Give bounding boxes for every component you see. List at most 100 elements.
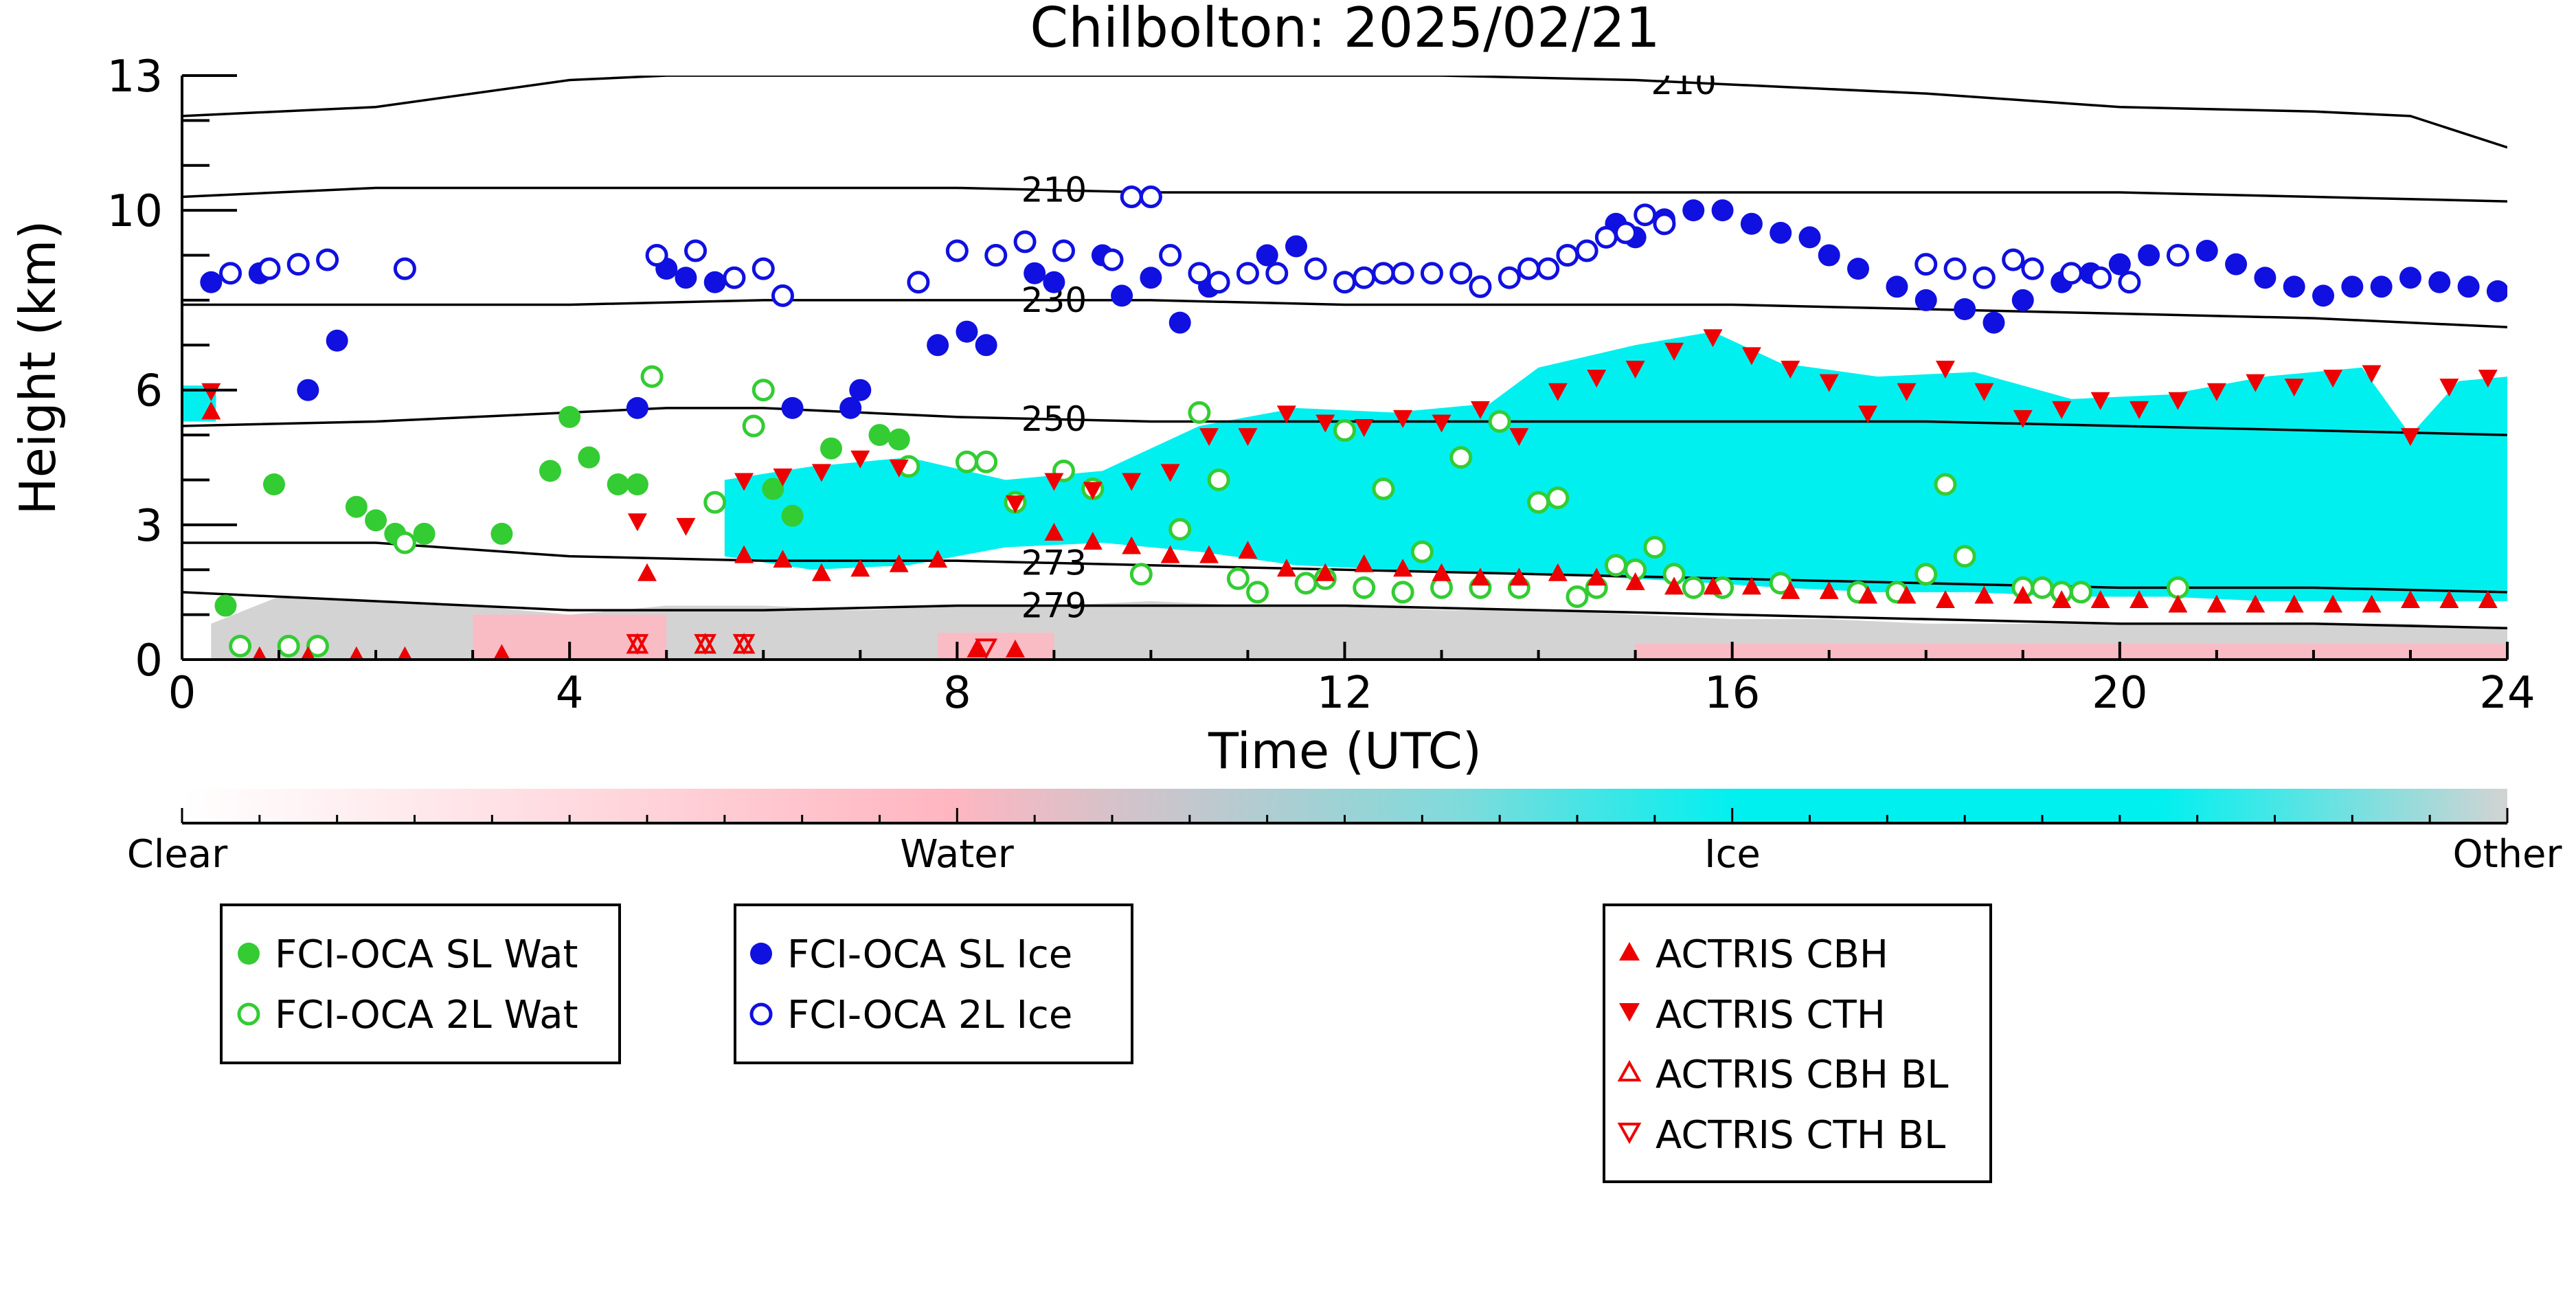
legend-marker-cbh <box>1619 942 1640 961</box>
point-fci-oca-sl-ice-6 <box>675 267 697 289</box>
point-actris-cth-26 <box>1703 329 1723 348</box>
colorbar-ticks <box>181 808 2509 823</box>
point-actris-cbh-46 <box>2246 594 2266 613</box>
point-fci-oca-sl-ice-53 <box>2486 280 2507 302</box>
contour-line-250 <box>182 407 2507 436</box>
point-fci-oca-2l-ice-39 <box>1653 212 1676 236</box>
x-tick-label-24: 24 <box>2479 668 2535 719</box>
point-actris-cbh-42 <box>2090 590 2110 608</box>
point-fci-oca-2l-wat-40 <box>1682 576 1705 599</box>
point-fci-oca-sl-ice-33 <box>1886 276 1908 298</box>
point-fci-oca-sl-ice-7 <box>703 271 726 293</box>
point-fci-oca-2l-ice-29 <box>1449 262 1473 285</box>
point-actris-cth-12 <box>1160 464 1180 482</box>
legend-marker-cth-bl <box>1617 1123 1642 1145</box>
x-tick-label-0: 0 <box>168 668 196 719</box>
point-fci-oca-2l-ice-12 <box>984 244 1008 267</box>
point-fci-oca-2l-wat-22 <box>1333 419 1356 442</box>
point-actris-cth-13 <box>1199 428 1219 447</box>
contour-label-273: 273 <box>1021 543 1087 583</box>
point-fci-oca-sl-wat-14 <box>820 437 842 460</box>
point-actris-cbh-37 <box>1897 585 1917 604</box>
chart-title: Chilbolton: 2025/02/21 <box>1030 0 1660 60</box>
point-actris-cth-42 <box>2323 370 2343 388</box>
point-actris-cbh-36 <box>1858 585 1878 604</box>
legend-label-cth-bl: ACTRIS CTH BL <box>1656 1113 1945 1158</box>
point-fci-oca-sl-ice-18 <box>1140 267 1162 289</box>
point-actris-cth-10 <box>1083 482 1103 500</box>
point-actris-cbh-52 <box>2478 590 2498 608</box>
x-tick-label-16: 16 <box>1704 668 1760 719</box>
legend-marker-2l-wat <box>237 1002 260 1026</box>
point-actris-cth-23 <box>1587 370 1607 388</box>
point-fci-oca-2l-ice-44 <box>2021 257 2044 280</box>
legend-marker-sl-ice <box>750 943 772 965</box>
point-fci-oca-2l-wat-49 <box>2031 576 2054 599</box>
point-actris-cbh-12 <box>928 550 948 568</box>
point-actris-cbh-23 <box>1354 554 1374 572</box>
point-fci-oca-2l-wat-0 <box>229 634 252 658</box>
point-actris-cth-33 <box>1974 383 1994 401</box>
point-fci-oca-sl-ice-30 <box>1798 226 1821 249</box>
point-fci-oca-2l-ice-46 <box>2089 266 2112 289</box>
point-actris-cth-0 <box>201 383 221 401</box>
point-fci-oca-2l-wat-47 <box>1953 545 1976 568</box>
point-fci-oca-sl-ice-47 <box>2312 284 2335 307</box>
point-fci-oca-sl-ice-49 <box>2370 276 2393 298</box>
point-fci-oca-sl-wat-5 <box>413 522 436 545</box>
x-tick-label-4: 4 <box>556 668 584 719</box>
legend-marker-cbh-bl <box>1617 1059 1642 1081</box>
point-actris-cbh-20 <box>1238 541 1258 559</box>
point-actris-cth-18 <box>1393 409 1413 428</box>
point-fci-oca-2l-ice-14 <box>1052 239 1075 262</box>
point-actris-cbh-49 <box>2362 594 2382 613</box>
point-fci-oca-2l-ice-9 <box>771 284 794 307</box>
y-axis-ticks: 0 3 6 10 13 <box>107 52 237 686</box>
point-fci-oca-2l-ice-17 <box>1139 186 1162 209</box>
point-fci-oca-2l-wat-19 <box>1246 581 1269 604</box>
point-fci-oca-2l-ice-2 <box>286 253 310 276</box>
point-fci-oca-2l-wat-6 <box>742 414 765 438</box>
y-tick-label-6: 6 <box>135 366 163 417</box>
point-actris-cth-19 <box>1432 414 1451 433</box>
legend-label-cbh: ACTRIS CBH <box>1656 932 1888 977</box>
point-fci-oca-2l-ice-23 <box>1304 257 1327 280</box>
x-axis-ticks: 0 4 8 12 16 20 24 <box>168 642 2535 719</box>
point-actris-cbh-21 <box>1276 559 1296 577</box>
point-fci-oca-2l-wat-52 <box>2166 576 2189 599</box>
point-fci-oca-2l-wat-30 <box>1488 409 1511 433</box>
cloud-classification-background <box>182 331 2507 660</box>
point-fci-oca-2l-wat-38 <box>1643 536 1667 559</box>
point-actris-cbh-50 <box>2400 590 2420 608</box>
point-fci-oca-2l-ice-27 <box>1391 262 1414 285</box>
point-fci-oca-2l-wat-25 <box>1391 581 1414 604</box>
point-fci-oca-2l-ice-26 <box>1372 262 1395 285</box>
point-fci-oca-sl-ice-3 <box>326 329 348 352</box>
bg-region-water-2 <box>1635 644 2507 660</box>
point-actris-cbh-34 <box>1781 581 1800 599</box>
point-fci-oca-2l-wat-34 <box>1566 585 1589 608</box>
point-actris-cbh-29 <box>1587 568 1607 586</box>
legend-water: FCI-OCA SL Wat FCI-OCA 2L Wat <box>220 903 621 1064</box>
point-fci-oca-2l-ice-45 <box>2059 262 2083 285</box>
point-fci-oca-2l-ice-41 <box>1943 257 1967 280</box>
point-actris-cbh-15 <box>1044 522 1064 541</box>
point-actris-cth-20 <box>1470 401 1490 419</box>
point-fci-oca-2l-ice-8 <box>752 257 775 280</box>
point-actris-cth-4 <box>773 468 793 486</box>
point-actris-cbh-48 <box>2323 594 2343 613</box>
point-fci-oca-2l-ice-21 <box>1236 262 1259 285</box>
point-actris-cbh-45 <box>2206 594 2226 613</box>
point-fci-oca-sl-ice-29 <box>1770 221 1792 244</box>
point-fci-oca-sl-wat-2 <box>345 495 368 518</box>
point-actris-cth-21 <box>1509 428 1529 447</box>
contour-line-279 <box>182 591 2507 629</box>
point-actris-cbh-24 <box>1393 559 1413 577</box>
point-fci-oca-sl-ice-4 <box>626 396 648 419</box>
point-fci-oca-2l-wat-20 <box>1294 572 1318 595</box>
point-fci-oca-2l-wat-46 <box>1934 473 1957 496</box>
point-actris-cbh-39 <box>1974 585 1994 604</box>
point-fci-oca-2l-ice-0 <box>219 262 242 285</box>
